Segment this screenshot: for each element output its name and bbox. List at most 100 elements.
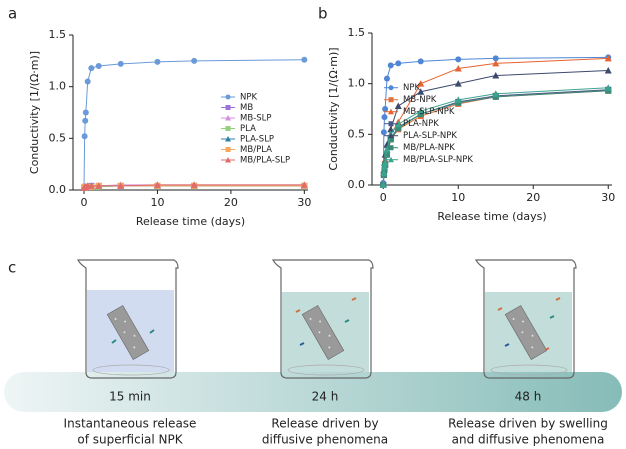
marker <box>417 111 424 118</box>
legend-label: PLA-SLP-NPK <box>403 131 457 141</box>
legend-label: PLA <box>240 124 256 134</box>
marker <box>381 159 389 166</box>
legend-label: MB <box>240 103 253 113</box>
marker <box>605 87 612 94</box>
stage-time: 24 h <box>312 390 339 404</box>
marker <box>394 102 402 109</box>
stage-caption: Instantaneous release <box>64 417 197 431</box>
legend-label: NPK <box>240 93 257 103</box>
legend-marker <box>225 115 232 121</box>
stage-caption: Release driven by swelling <box>448 417 608 431</box>
marker <box>454 64 462 72</box>
marker <box>492 59 500 67</box>
marker <box>387 136 394 143</box>
legend-marker <box>388 85 394 91</box>
legend-marker <box>388 97 394 103</box>
y-tick-label: 0.0 <box>348 178 366 191</box>
x-tick-label: 10 <box>451 191 465 204</box>
stage-caption: Release driven by <box>271 417 378 431</box>
marker <box>492 90 500 97</box>
legend-label: PLA-SLP <box>240 135 274 145</box>
marker <box>395 125 402 132</box>
x-tick-label: 30 <box>297 196 311 209</box>
stage-caption: diffusive phenomena <box>262 433 388 447</box>
x-tick-label: 30 <box>601 191 615 204</box>
legend-marker <box>388 108 394 115</box>
marker <box>492 93 499 100</box>
y-tick-label: 0.5 <box>348 127 366 140</box>
stage-caption: of superficial NPK <box>77 433 183 447</box>
marker <box>300 181 308 188</box>
y-tick-label: 0.0 <box>49 183 67 196</box>
legend-label: MB/PLA <box>240 145 272 155</box>
marker <box>417 107 425 115</box>
panel-label: c <box>8 259 16 277</box>
y-axis-label: Conductivity [1/(Ω·m)] <box>28 51 41 174</box>
marker <box>191 57 198 64</box>
marker <box>154 58 161 65</box>
x-axis-label: Release time (days) <box>136 215 245 228</box>
stage-time: 15 min <box>109 390 151 404</box>
marker <box>82 109 89 116</box>
marker <box>383 146 391 153</box>
marker <box>417 88 425 95</box>
panel-label: b <box>318 5 328 23</box>
marker <box>604 66 612 74</box>
marker <box>380 169 388 176</box>
marker <box>153 181 161 188</box>
marker <box>492 72 500 79</box>
marker <box>382 106 389 112</box>
stage-time: 48 h <box>515 390 542 404</box>
x-axis-label: Release time (days) <box>437 210 546 223</box>
marker <box>381 163 389 170</box>
legend-label: NPK <box>403 83 420 93</box>
legend-marker <box>388 121 394 127</box>
x-tick-label: 0 <box>380 191 387 204</box>
marker <box>95 182 103 189</box>
x-tick-label: 0 <box>81 196 88 209</box>
marker <box>455 56 462 63</box>
marker <box>95 63 102 69</box>
y-tick-label: 1.5 <box>49 28 67 41</box>
marker <box>380 129 387 136</box>
marker <box>381 114 388 121</box>
x-tick-label: 20 <box>526 191 540 204</box>
x-tick-label: 10 <box>150 196 164 209</box>
marker <box>88 65 95 72</box>
legend-label: MB-SLP <box>240 114 271 124</box>
marker <box>394 120 402 128</box>
marker <box>454 80 462 87</box>
particles <box>111 297 561 351</box>
marker <box>301 56 308 63</box>
legend-marker <box>388 145 394 151</box>
marker <box>604 54 612 62</box>
legend-label: MB/PLA-NPK <box>403 143 455 153</box>
marker <box>87 182 95 189</box>
legend-label: MB/PLA-SLP-NPK <box>403 155 473 165</box>
x-tick-label: 20 <box>224 196 238 209</box>
marker <box>81 133 88 140</box>
legend-marker <box>225 126 231 131</box>
marker <box>384 151 390 158</box>
marker <box>117 182 125 189</box>
marker <box>117 60 124 67</box>
legend-marker <box>225 94 231 100</box>
marker <box>387 62 394 69</box>
marker <box>454 96 462 103</box>
marker <box>379 181 387 188</box>
marker <box>492 55 499 62</box>
legend-marker <box>225 157 232 163</box>
marker <box>417 58 424 65</box>
legend-marker <box>225 147 231 152</box>
y-tick-label: 1.0 <box>348 77 366 90</box>
panel-label: a <box>8 5 17 23</box>
marker <box>604 84 612 91</box>
legend-marker <box>225 136 232 142</box>
marker <box>395 60 402 67</box>
marker <box>82 117 89 124</box>
marker <box>387 125 395 133</box>
y-tick-label: 0.5 <box>49 131 67 144</box>
series-line <box>83 59 305 188</box>
legend-label: PLA-NPK <box>403 119 439 129</box>
